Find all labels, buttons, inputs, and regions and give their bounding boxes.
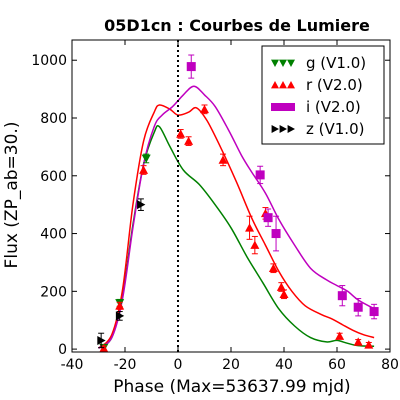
data-point-r <box>335 331 345 340</box>
legend-marker-g <box>287 59 295 67</box>
marker-r <box>200 104 209 114</box>
x-tick-label: 40 <box>275 357 293 373</box>
data-point-i <box>369 303 379 320</box>
marker-i <box>186 62 196 72</box>
marker-r <box>218 155 228 164</box>
data-point-r <box>245 215 255 240</box>
x-axis-label: Phase (Max=53637.99 mjd) <box>113 377 350 397</box>
legend-marker-r <box>287 81 295 89</box>
marker-r <box>279 289 289 299</box>
legend-marker-z <box>279 125 287 133</box>
marker-r <box>184 136 194 145</box>
x-tick-label: -40 <box>61 357 84 373</box>
data-point-r <box>176 129 186 139</box>
data-point-r <box>115 301 125 310</box>
legend-label-r: r (V2.0) <box>306 76 363 94</box>
y-tick-label: 800 <box>40 111 67 127</box>
data-point-r <box>353 337 363 346</box>
x-tick-label: 20 <box>222 357 240 373</box>
legend-label-g: g (V1.0) <box>306 54 366 72</box>
legend-label-z: z (V1.0) <box>306 120 364 138</box>
y-tick-label: 0 <box>58 342 67 358</box>
x-tick-label: 80 <box>381 357 399 373</box>
marker-r <box>176 129 186 138</box>
data-point-r <box>268 263 278 274</box>
y-tick-label: 200 <box>40 284 67 300</box>
legend-marker-z <box>271 125 279 133</box>
data-point-i <box>337 285 347 307</box>
marker-i <box>263 213 273 223</box>
legend: g (V1.0) r (V2.0) i (V2.0) z (V1.0) <box>261 45 385 145</box>
data-point-i <box>353 298 363 317</box>
data-point-i <box>271 215 281 252</box>
marker-i <box>353 302 363 312</box>
x-tick-label: -20 <box>114 357 137 373</box>
data-point-r <box>200 104 209 115</box>
data-point-r <box>218 153 228 167</box>
marker-r <box>364 340 374 349</box>
y-axis-label: Flux (ZP_ab=30.) <box>2 122 22 269</box>
data-point-z <box>137 198 146 211</box>
data-point-i <box>255 165 265 185</box>
marker-r <box>250 240 260 249</box>
data-point-r <box>250 235 260 255</box>
marker-r <box>139 165 149 174</box>
y-tick-label: 1000 <box>31 53 67 69</box>
chart-title: 05D1cn : Courbes de Lumiere <box>104 16 370 35</box>
marker-i <box>255 170 265 180</box>
data-point-r <box>139 165 149 175</box>
marker-i <box>369 307 379 317</box>
marker-g <box>141 154 151 163</box>
data-point-g <box>141 153 151 164</box>
marker-r <box>245 223 255 232</box>
marker-r <box>276 282 286 291</box>
x-tick-label: 60 <box>328 357 346 373</box>
data-point-i <box>263 208 273 227</box>
data-point-r <box>364 340 374 349</box>
marker-z <box>97 335 106 345</box>
legend-marker-r <box>279 81 287 89</box>
data-point-r <box>279 289 289 300</box>
data-point-z <box>97 332 106 349</box>
marker-r <box>335 331 345 340</box>
model-curve-r <box>97 104 375 349</box>
data-point-r <box>184 136 194 146</box>
marker-r <box>268 263 278 273</box>
data-point-z <box>115 311 125 321</box>
legend-marker-z <box>287 125 295 133</box>
marker-i <box>271 229 281 239</box>
y-tick-label: 400 <box>40 227 67 243</box>
legend-marker-i <box>279 103 287 111</box>
y-tick-label: 600 <box>40 169 67 185</box>
x-tick-label: 0 <box>174 357 183 373</box>
legend-marker-i <box>287 103 295 111</box>
model-curve-i <box>98 85 375 349</box>
legend-marker-i <box>271 103 279 111</box>
marker-z <box>137 200 146 210</box>
marker-i <box>337 291 347 301</box>
legend-marker-g <box>279 59 287 67</box>
legend-label-i: i (V2.0) <box>306 98 361 116</box>
data-point-i <box>186 54 196 79</box>
marker-r <box>115 301 125 310</box>
marker-r <box>353 337 363 346</box>
legend-marker-g <box>271 59 279 67</box>
legend-marker-r <box>271 81 279 89</box>
marker-z <box>115 311 125 321</box>
